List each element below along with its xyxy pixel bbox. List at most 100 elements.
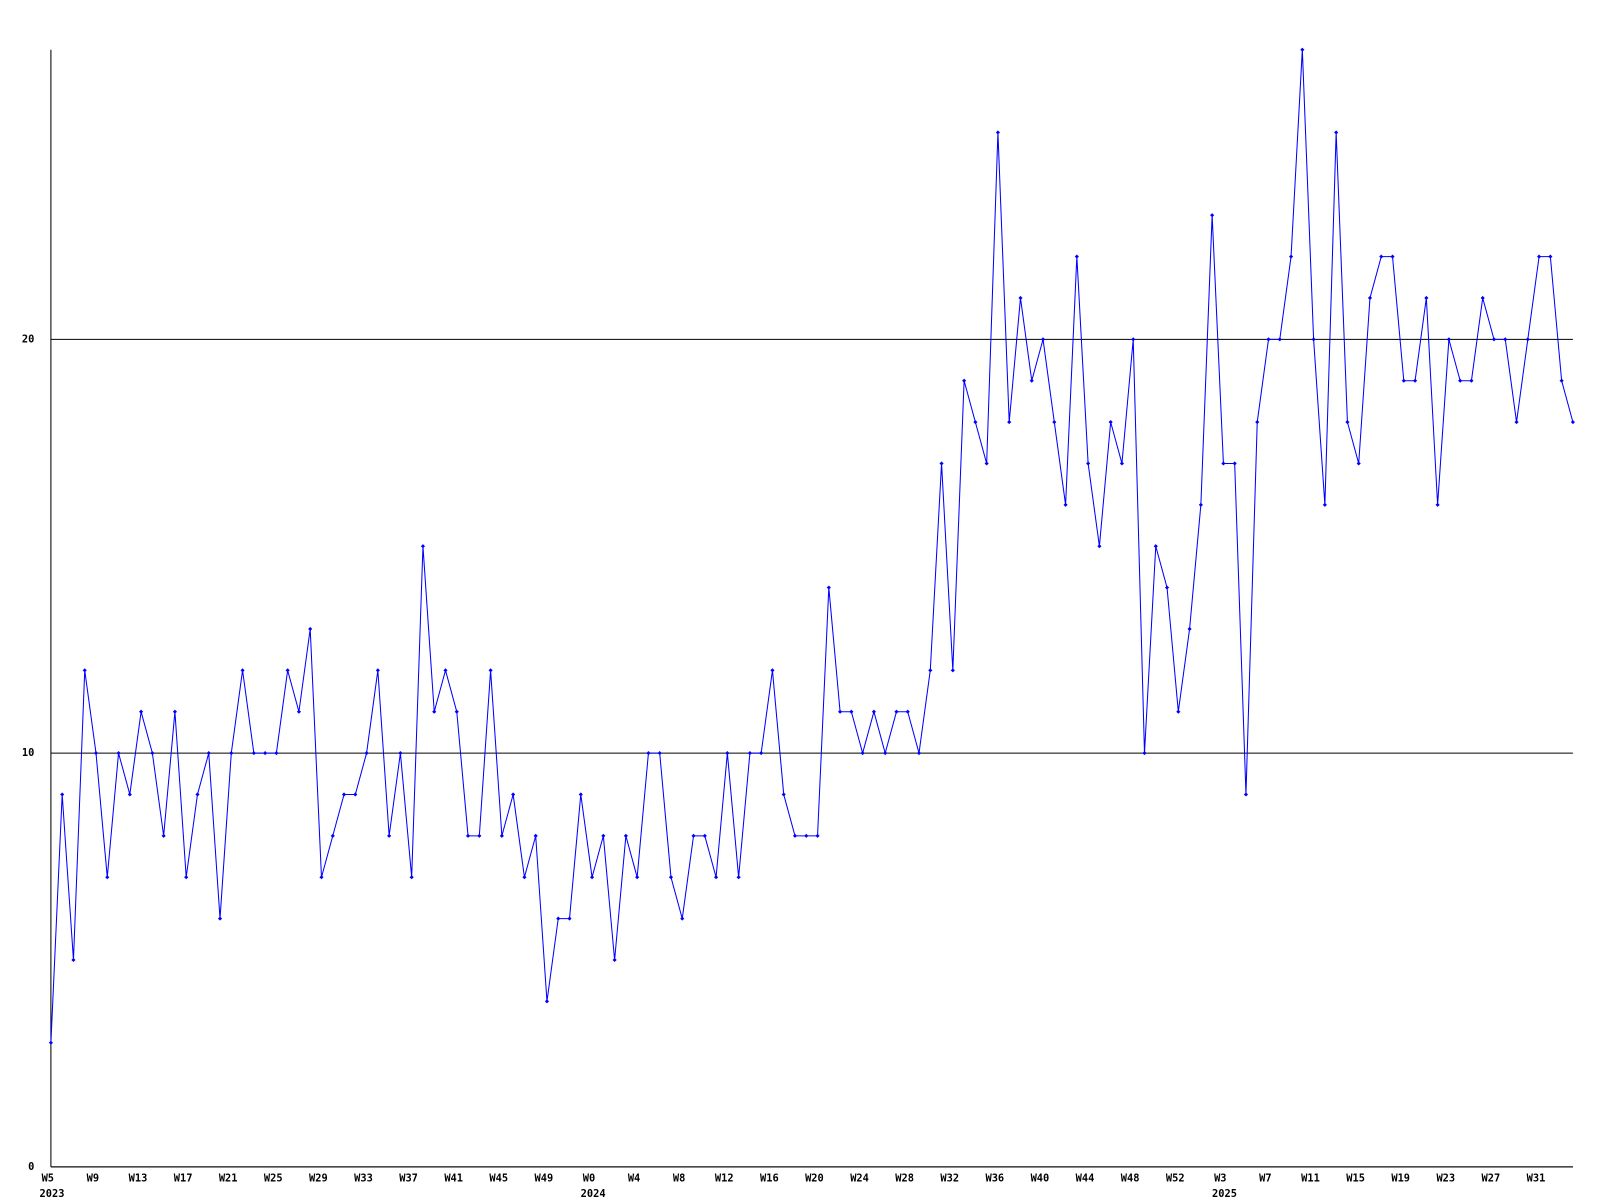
x-tick-label: W3 [1214, 1172, 1226, 1184]
point [488, 668, 493, 673]
x-tick-label: W23 [1436, 1172, 1455, 1184]
point [1063, 502, 1068, 507]
point [217, 916, 223, 921]
point [668, 875, 674, 880]
point [714, 875, 719, 880]
point [398, 751, 403, 756]
x-tick-label: W4 [628, 1172, 640, 1184]
point [984, 461, 989, 466]
point [1288, 254, 1294, 259]
point [1491, 337, 1497, 342]
x-tick-label: W16 [760, 1172, 779, 1184]
point [1469, 378, 1474, 383]
point [680, 916, 685, 921]
point [330, 833, 335, 838]
y-tick-label: 20 [22, 333, 34, 345]
y-tick-label: 0 [28, 1161, 34, 1173]
point [792, 833, 798, 838]
point [1503, 337, 1508, 342]
point [589, 875, 595, 880]
point [962, 378, 967, 383]
point [1097, 544, 1102, 549]
point [60, 792, 65, 797]
point [229, 751, 234, 756]
point [1232, 461, 1237, 466]
point [635, 875, 640, 880]
point [1266, 337, 1271, 342]
line [50, 49, 1574, 1043]
point [296, 709, 302, 714]
point [995, 130, 1000, 135]
x-tick-label: W24 [850, 1172, 869, 1184]
point [1300, 47, 1305, 52]
point [1164, 585, 1170, 590]
x-tick-label: W0 [583, 1172, 595, 1184]
x-tick-label: W5 [42, 1172, 54, 1184]
point [781, 792, 786, 797]
x-tick-label: W40 [1031, 1172, 1050, 1184]
x-tick-label: W9 [87, 1172, 99, 1184]
point [1119, 461, 1125, 466]
point [1255, 420, 1260, 425]
point [1311, 337, 1316, 342]
point [409, 875, 414, 880]
point [1548, 254, 1553, 259]
point [1390, 254, 1395, 259]
point [477, 833, 482, 838]
point [1187, 626, 1192, 632]
point [1537, 254, 1542, 259]
point [1131, 337, 1136, 342]
point [1334, 130, 1339, 135]
point [860, 751, 865, 756]
point [612, 957, 617, 963]
x-tick-label: W48 [1121, 1172, 1140, 1184]
point [263, 751, 268, 756]
point [950, 668, 955, 673]
x-tick-label: W19 [1391, 1172, 1410, 1184]
point [578, 792, 583, 797]
point [105, 875, 110, 880]
point [1480, 295, 1485, 301]
point [274, 751, 279, 756]
y-tick-label: 10 [22, 747, 34, 759]
point [1018, 295, 1023, 301]
point [1210, 213, 1215, 218]
point [116, 751, 121, 756]
point [1142, 751, 1147, 756]
point [1243, 792, 1249, 797]
point [319, 875, 324, 880]
point [1040, 337, 1046, 342]
point [387, 833, 392, 838]
point [285, 668, 290, 673]
point [195, 792, 200, 797]
point [567, 916, 572, 921]
point [1108, 420, 1113, 425]
x-tick-label: W15 [1346, 1172, 1365, 1184]
point [815, 833, 820, 838]
point [1525, 337, 1530, 342]
point [973, 420, 978, 425]
point [1559, 378, 1564, 383]
point [691, 833, 696, 838]
point [657, 751, 662, 756]
point [1446, 337, 1451, 342]
x-tick-label: W11 [1301, 1172, 1320, 1184]
point [623, 833, 628, 838]
x-tick-label: W13 [129, 1172, 148, 1184]
point [499, 833, 504, 838]
point [1086, 461, 1091, 466]
point [375, 668, 380, 673]
x-tick-label: W33 [354, 1172, 373, 1184]
point [826, 585, 831, 590]
x-tick-label: W25 [264, 1172, 283, 1184]
point [1356, 461, 1361, 466]
point [1221, 461, 1226, 466]
x-tick-label: W27 [1482, 1172, 1501, 1184]
x-tick-label: W37 [399, 1172, 418, 1184]
x-tick-label: W29 [309, 1172, 328, 1184]
point [93, 751, 99, 756]
point [747, 751, 752, 756]
x-tick-label: W31 [1527, 1172, 1546, 1184]
x-tick-label: W41 [444, 1172, 463, 1184]
